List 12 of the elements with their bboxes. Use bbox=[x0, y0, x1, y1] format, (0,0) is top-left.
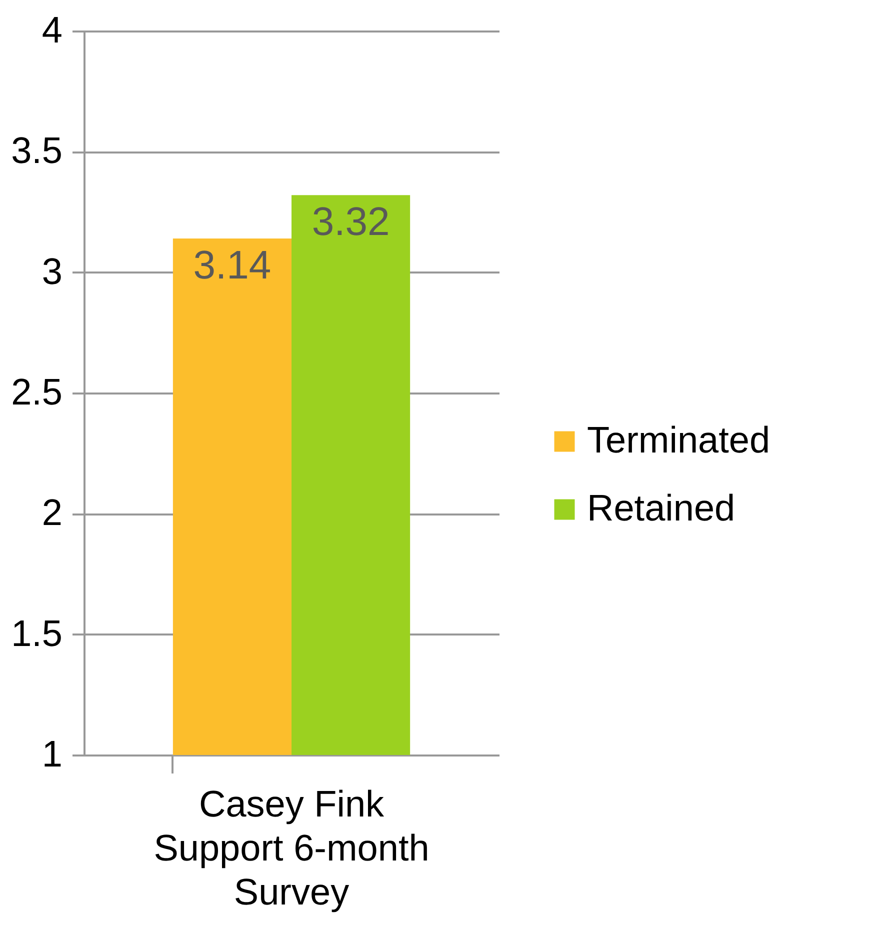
y-tick-label: 2 bbox=[42, 492, 62, 534]
y-tick-label: 1 bbox=[42, 734, 62, 774]
y-tick-label: 3 bbox=[42, 250, 62, 292]
data-label: 3.14 bbox=[193, 244, 272, 288]
y-tick-label: 4 bbox=[42, 10, 62, 50]
legend-label: Terminated bbox=[587, 420, 770, 460]
y-tick-label: 3.5 bbox=[11, 130, 62, 172]
x-tick-label: Casey Fink Support 6-month Survey bbox=[154, 784, 430, 912]
data-label: 3.32 bbox=[312, 200, 390, 244]
legend-label: Retained bbox=[587, 488, 736, 528]
y-tick-label: 2.5 bbox=[11, 372, 62, 412]
y-tick-label: 1.5 bbox=[11, 612, 62, 654]
